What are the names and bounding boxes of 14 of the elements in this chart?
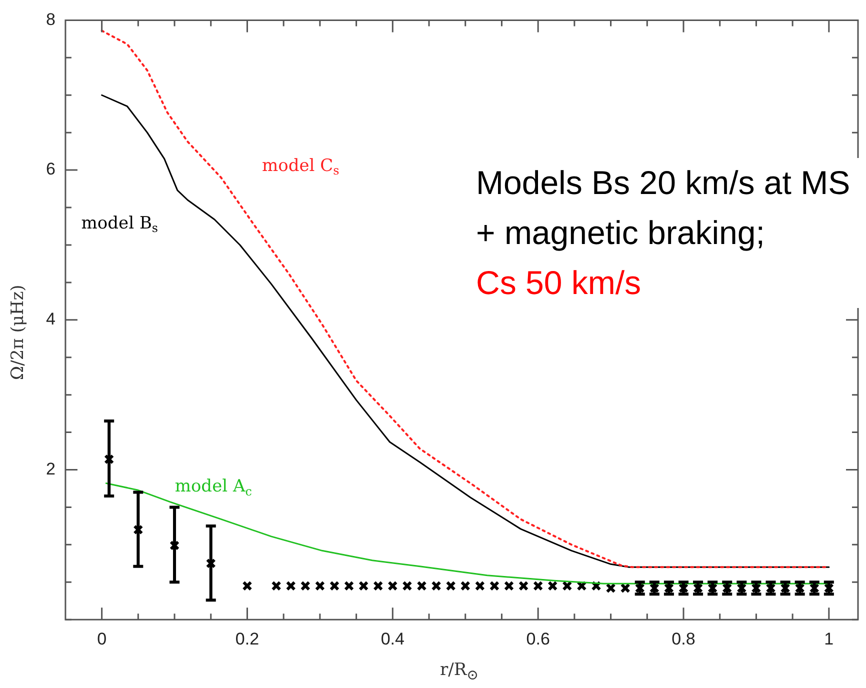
x-tick-label: 0: [97, 629, 107, 648]
y-tick-label: 8: [46, 10, 56, 29]
x-tick-label: 0.6: [526, 629, 550, 648]
annotation: Models Bs 20 km/s at MS + magnetic braking;: [476, 164, 850, 251]
y-tick-label: 6: [46, 160, 56, 179]
x-tick-label: 0.4: [380, 629, 404, 648]
y-tick-label: 4: [46, 310, 56, 329]
x-tick-label: 0.2: [235, 629, 260, 648]
y-axis-title: Ω/2π (μHz): [8, 284, 28, 380]
x-axis-title: r/R$_{⊙}$: [440, 660, 479, 684]
annotation: Cs 50 km/s: [476, 264, 642, 301]
x-tick-label: 1: [824, 629, 834, 648]
y-tick-label: 2: [46, 459, 56, 478]
x-tick-label: 0.8: [672, 629, 696, 648]
